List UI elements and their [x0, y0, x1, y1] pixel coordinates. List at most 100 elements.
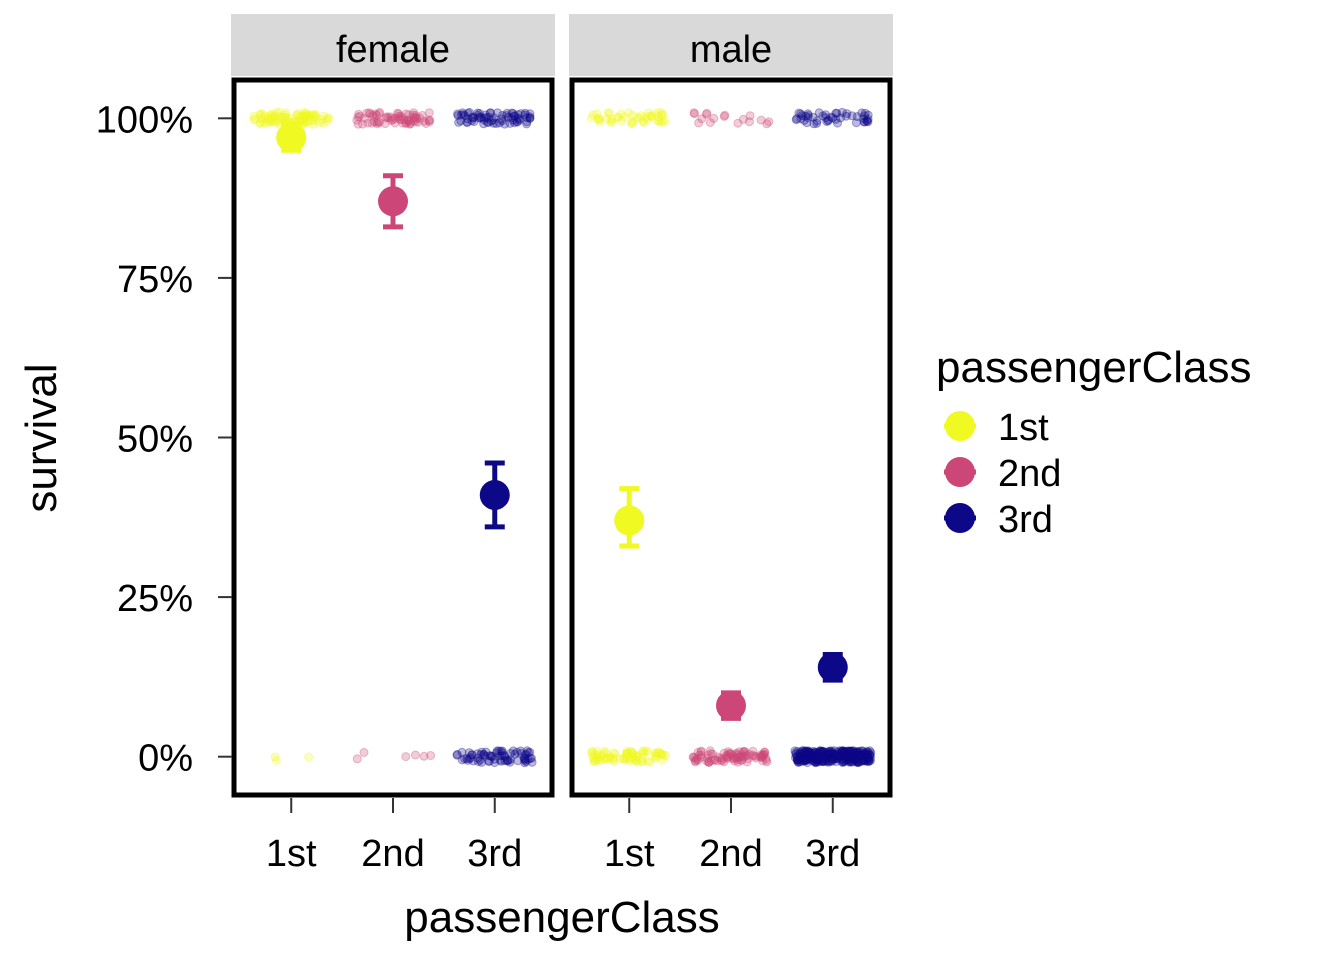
raw-point-male-3rd-survived [796, 109, 806, 119]
raw-point-male-3rd-died [853, 756, 863, 766]
raw-point-male-1st-survived [657, 110, 666, 120]
raw-point-male-1st-survived [654, 116, 664, 126]
raw-point-male-3rd-died [836, 748, 846, 758]
raw-point-female-3rd-died [520, 755, 530, 764]
raw-point-male-3rd-died [852, 747, 862, 757]
raw-point-male-3rd-died [845, 756, 855, 766]
x-tick-label-female-1st: 1st [266, 833, 317, 875]
raw-point-female-3rd-survived [497, 114, 507, 124]
raw-point-female-2nd-survived [352, 115, 362, 125]
raw-point-female-3rd-died [467, 750, 477, 760]
raw-point-male-3rd-died [856, 757, 866, 767]
raw-point-male-3rd-died [846, 746, 856, 756]
raw-point-male-3rd-survived [862, 116, 872, 126]
raw-point-female-2nd-survived [395, 114, 405, 124]
raw-point-male-3rd-died [832, 753, 842, 762]
raw-point-male-3rd-died [861, 756, 871, 766]
raw-point-male-3rd-died [820, 747, 830, 757]
raw-point-male-3rd-died [841, 754, 851, 764]
raw-point-male-3rd-survived [808, 112, 818, 122]
raw-point-male-3rd-died [815, 746, 825, 756]
raw-point-female-3rd-survived [469, 117, 479, 127]
raw-point-male-3rd-survived [847, 111, 857, 121]
raw-point-female-1st-survived [299, 111, 309, 121]
raw-point-male-3rd-died [795, 749, 805, 759]
raw-point-male-1st-survived [656, 117, 666, 127]
raw-point-male-3rd-died [836, 750, 846, 760]
raw-point-male-3rd-died [855, 750, 865, 760]
raw-point-male-1st-survived [658, 117, 668, 126]
raw-point-male-3rd-died [858, 746, 868, 756]
raw-point-female-3rd-died [465, 754, 475, 764]
raw-point-female-2nd-survived [409, 108, 419, 118]
raw-point-male-2nd-died [757, 752, 767, 762]
raw-point-female-3rd-died [494, 746, 504, 756]
raw-point-male-1st-died [590, 750, 600, 760]
raw-point-male-1st-died [592, 746, 602, 756]
raw-point-male-3rd-died [792, 752, 802, 762]
raw-point-male-1st-died [645, 757, 655, 767]
raw-point-male-3rd-died [802, 751, 812, 761]
raw-point-male-3rd-died [821, 751, 831, 761]
raw-point-male-1st-died [651, 751, 660, 760]
raw-point-male-3rd-died [853, 750, 863, 760]
facet-label-male: male [690, 29, 772, 71]
raw-point-female-3rd-died [487, 752, 497, 762]
raw-point-female-1st-survived [273, 116, 283, 125]
raw-point-male-3rd-died [842, 754, 852, 763]
raw-point-male-3rd-died [808, 748, 818, 758]
raw-point-male-3rd-died [862, 752, 871, 762]
raw-point-male-1st-survived [642, 114, 652, 124]
raw-point-female-2nd-survived [411, 114, 421, 124]
raw-point-female-2nd-survived [368, 110, 378, 120]
raw-point-male-3rd-died [845, 757, 855, 767]
raw-point-female-1st-survived [302, 117, 312, 127]
raw-point-female-2nd-survived [385, 112, 395, 122]
raw-point-male-3rd-died [823, 753, 833, 762]
raw-point-male-3rd-died [790, 746, 800, 756]
raw-point-male-2nd-died [696, 746, 706, 756]
raw-point-male-3rd-died [845, 747, 855, 757]
raw-point-female-2nd-survived [411, 111, 421, 120]
x-axis-title: passengerClass [404, 893, 720, 942]
raw-point-female-1st-survived [265, 113, 275, 123]
raw-point-male-2nd-died [723, 752, 733, 762]
raw-point-female-2nd-survived [406, 119, 415, 129]
raw-point-male-1st-survived [646, 111, 656, 121]
raw-point-female-2nd-survived [415, 113, 425, 123]
raw-point-male-1st-survived [626, 118, 636, 128]
raw-point-male-3rd-died [791, 750, 801, 759]
raw-point-male-3rd-died [804, 752, 814, 761]
raw-point-male-2nd-died [719, 757, 729, 767]
raw-point-male-3rd-died [830, 750, 840, 760]
raw-point-male-3rd-died [827, 747, 837, 757]
raw-point-female-1st-survived [249, 111, 259, 121]
raw-point-male-3rd-died [801, 753, 810, 762]
raw-point-male-3rd-died [852, 750, 862, 760]
raw-point-female-3rd-died [457, 747, 467, 757]
raw-point-female-3rd-died [527, 753, 536, 763]
raw-point-female-1st-survived [318, 118, 328, 128]
raw-point-male-1st-survived [606, 117, 615, 127]
raw-point-female-1st-survived [275, 112, 285, 122]
raw-point-male-1st-survived [658, 110, 668, 120]
raw-point-male-3rd-died [823, 748, 832, 758]
raw-point-male-3rd-survived [860, 108, 870, 118]
raw-point-male-3rd-died [800, 756, 810, 766]
raw-point-male-3rd-died [809, 746, 819, 756]
raw-point-female-3rd-died [462, 754, 472, 764]
raw-point-male-3rd-died [859, 755, 869, 765]
raw-point-male-3rd-died [839, 746, 849, 756]
raw-point-male-2nd-survived [719, 111, 729, 121]
raw-point-female-3rd-survived [489, 113, 499, 123]
raw-point-male-3rd-died [796, 748, 806, 758]
raw-point-male-3rd-died [853, 747, 862, 757]
raw-point-male-1st-survived [641, 112, 651, 122]
raw-point-male-3rd-died [816, 757, 826, 767]
raw-point-female-1st-survived [302, 112, 312, 122]
raw-point-male-3rd-died [818, 757, 828, 766]
raw-point-male-3rd-died [830, 746, 840, 756]
raw-point-male-3rd-died [814, 751, 824, 761]
raw-point-male-1st-survived [627, 119, 637, 129]
raw-point-female-2nd-survived [354, 109, 364, 119]
